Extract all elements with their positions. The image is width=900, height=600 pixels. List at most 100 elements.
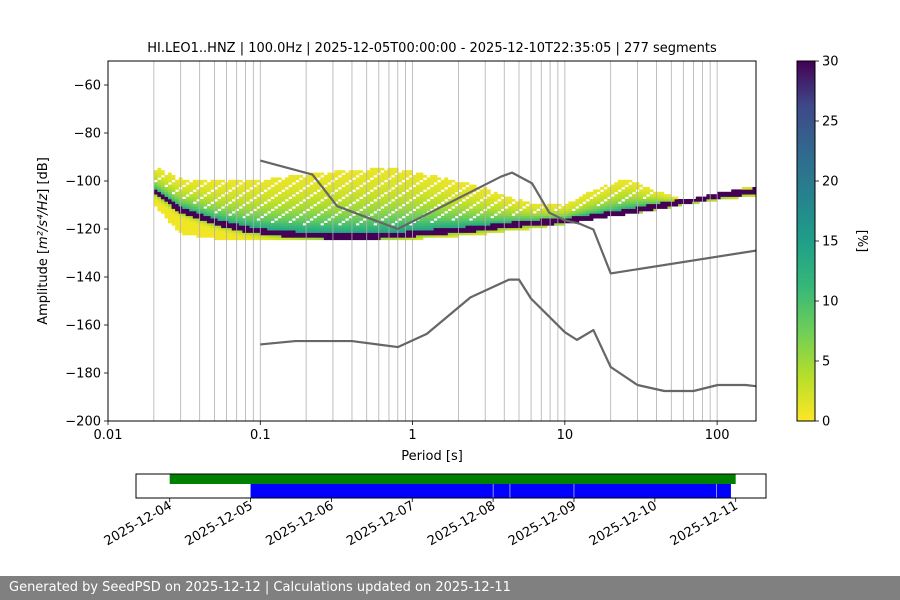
heatmap-cell bbox=[348, 187, 353, 190]
heatmap-cell bbox=[238, 215, 243, 219]
heatmap-cell bbox=[260, 194, 264, 197]
heatmap-cell bbox=[270, 177, 275, 181]
heatmap-cell bbox=[373, 220, 378, 224]
heatmap-cell bbox=[242, 189, 247, 193]
heatmap-cell bbox=[217, 235, 222, 238]
heatmap-cell bbox=[709, 199, 714, 202]
heatmap-cell bbox=[490, 213, 495, 217]
heatmap-cell bbox=[525, 208, 530, 212]
heatmap-cell bbox=[504, 203, 509, 207]
heatmap-cell bbox=[607, 187, 612, 190]
heatmap-cell bbox=[437, 232, 442, 236]
heatmap-cell bbox=[624, 179, 629, 183]
heatmap-cell bbox=[695, 196, 700, 200]
heatmap-cell bbox=[302, 237, 307, 241]
heatmap-cell bbox=[639, 196, 643, 200]
heatmap-cell bbox=[238, 187, 243, 190]
heatmap-cell bbox=[454, 230, 459, 233]
heatmap-cell bbox=[291, 232, 296, 236]
heatmap-cell bbox=[646, 187, 651, 190]
heatmap-cell bbox=[561, 220, 566, 224]
heatmap-cell bbox=[465, 211, 470, 214]
heatmap-cell bbox=[334, 235, 339, 238]
heatmap-cell bbox=[578, 199, 583, 202]
heatmap-cell bbox=[515, 218, 519, 221]
heatmap-cell bbox=[238, 184, 243, 188]
heatmap-cell bbox=[465, 182, 470, 185]
heatmap-cell bbox=[539, 215, 544, 219]
heatmap-cell bbox=[316, 175, 321, 178]
heatmap-cell bbox=[157, 208, 162, 212]
heatmap-cell bbox=[469, 211, 473, 214]
heatmap-cell bbox=[692, 201, 697, 205]
heatmap-cell bbox=[532, 206, 537, 209]
heatmap-cell bbox=[451, 203, 456, 207]
heatmap-cell bbox=[391, 167, 395, 171]
heatmap-cell bbox=[628, 201, 633, 205]
heatmap-cell bbox=[670, 203, 675, 207]
heatmap-cell bbox=[585, 203, 590, 207]
heatmap-cell bbox=[373, 167, 378, 171]
heatmap-cell bbox=[547, 218, 551, 221]
heatmap-cell bbox=[547, 215, 551, 219]
heatmap-cell bbox=[267, 179, 272, 183]
heatmap-cell bbox=[327, 232, 332, 236]
heatmap-cell bbox=[614, 199, 619, 202]
heatmap-cell bbox=[575, 220, 580, 224]
heatmap-cell bbox=[603, 189, 608, 193]
heatmap-cell bbox=[348, 184, 353, 188]
heatmap-cell bbox=[532, 203, 537, 207]
heatmap-cell bbox=[281, 187, 286, 190]
heatmap-cell bbox=[260, 201, 264, 205]
heatmap-cell bbox=[384, 232, 388, 236]
heatmap-cell bbox=[299, 237, 303, 241]
heatmap-cell bbox=[557, 213, 562, 217]
heatmap-cell bbox=[281, 182, 286, 185]
heatmap-cell bbox=[415, 220, 420, 224]
heatmap-cell bbox=[479, 196, 484, 200]
chart-title: HI.LEO1..HNZ | 100.0Hz | 2025-12-05T00:0… bbox=[147, 41, 717, 56]
heatmap-cell bbox=[391, 196, 395, 200]
heatmap-cell bbox=[646, 201, 651, 205]
heatmap-cell bbox=[263, 237, 268, 241]
heatmap-cell bbox=[632, 194, 636, 197]
heatmap-cell bbox=[245, 203, 250, 207]
heatmap-cell bbox=[444, 213, 449, 217]
colorbar-label: [%] bbox=[854, 230, 869, 253]
heatmap-cell bbox=[741, 189, 746, 193]
heatmap-cell bbox=[182, 232, 187, 236]
heatmap-cell bbox=[320, 172, 325, 176]
heatmap-cell bbox=[217, 187, 222, 190]
heatmap-cell bbox=[345, 187, 349, 190]
heatmap-cell bbox=[338, 189, 342, 193]
heatmap-cell bbox=[554, 220, 558, 224]
heatmap-cell bbox=[242, 211, 247, 214]
heatmap-cell bbox=[423, 182, 427, 185]
heatmap-cell bbox=[476, 196, 481, 200]
heatmap-cell bbox=[270, 232, 275, 236]
heatmap-cell bbox=[366, 187, 371, 190]
heatmap-cell bbox=[394, 177, 399, 181]
heatmap-cell bbox=[366, 225, 371, 229]
heatmap-cell bbox=[444, 201, 449, 205]
heatmap-cell bbox=[610, 208, 615, 212]
heatmap-cell bbox=[702, 196, 707, 200]
heatmap-cell bbox=[667, 196, 672, 200]
heatmap-cell bbox=[196, 179, 201, 183]
heatmap-cell bbox=[189, 227, 194, 231]
timeline-tick-label: 2025-12-04 bbox=[102, 498, 175, 549]
heatmap-cell bbox=[678, 201, 682, 205]
heatmap-cell bbox=[359, 215, 364, 219]
heatmap-cell bbox=[408, 184, 413, 188]
heatmap-cell bbox=[175, 182, 179, 185]
heatmap-cell bbox=[738, 189, 743, 193]
heatmap-cell bbox=[263, 230, 268, 233]
heatmap-cell bbox=[284, 194, 289, 197]
heatmap-cell bbox=[490, 220, 495, 224]
heatmap-cell bbox=[313, 223, 318, 226]
heatmap-cell bbox=[228, 237, 233, 241]
heatmap-cell bbox=[249, 213, 254, 217]
heatmap-cell bbox=[299, 232, 303, 236]
heatmap-cell bbox=[738, 194, 743, 197]
heatmap-cell bbox=[717, 194, 721, 197]
